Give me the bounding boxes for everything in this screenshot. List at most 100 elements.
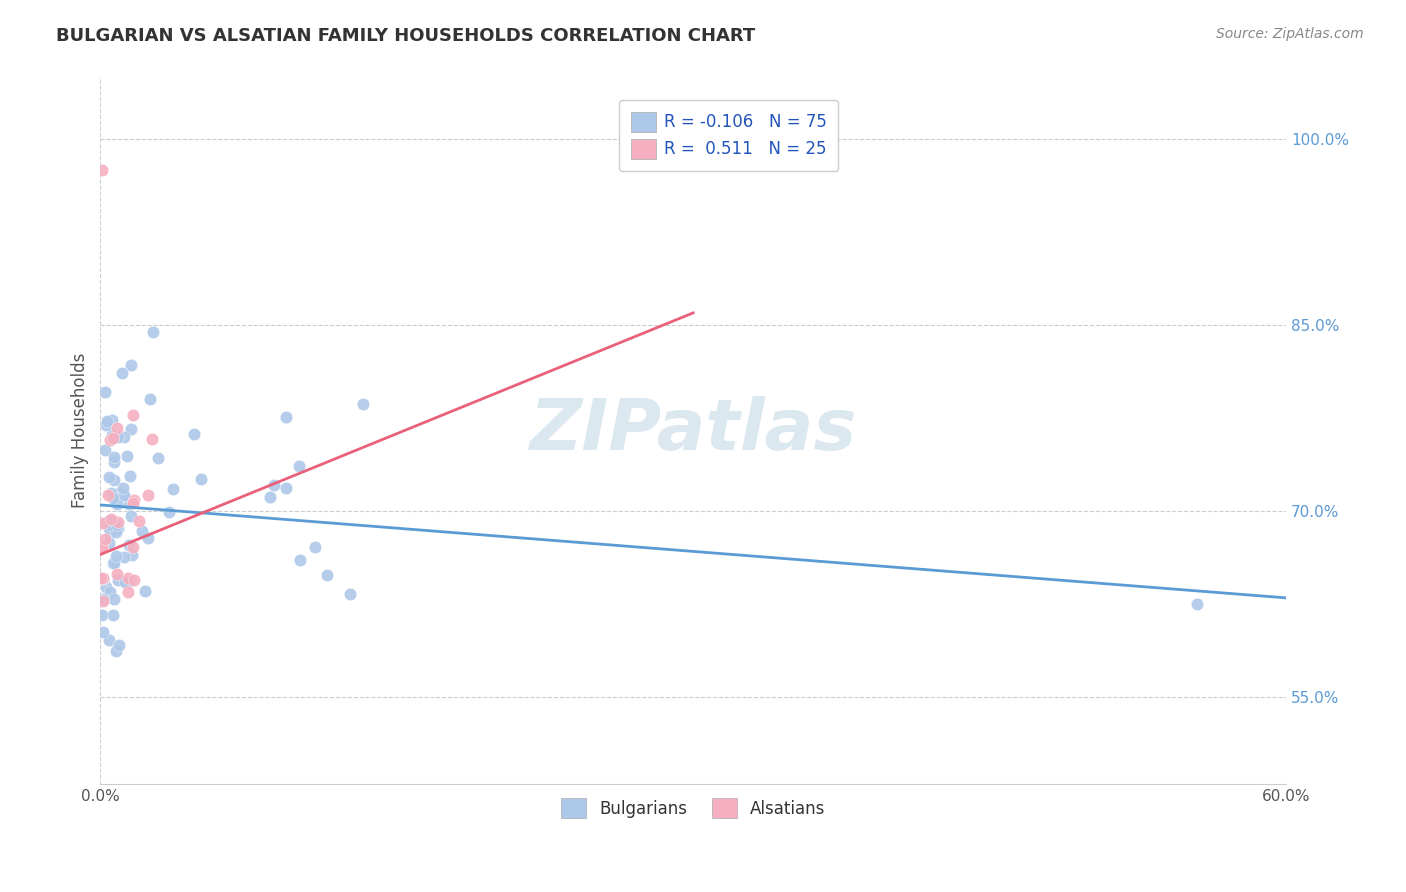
Point bbox=[101, 608, 124, 623]
Point bbox=[105, 566, 128, 581]
Point bbox=[134, 584, 156, 599]
Point bbox=[103, 473, 125, 487]
Point bbox=[183, 426, 205, 441]
Point bbox=[90, 571, 112, 585]
Text: Source: ZipAtlas.com: Source: ZipAtlas.com bbox=[1216, 27, 1364, 41]
Point bbox=[117, 449, 139, 463]
Point bbox=[259, 490, 281, 504]
Point bbox=[105, 525, 128, 540]
Point bbox=[104, 644, 127, 658]
Point bbox=[120, 468, 142, 483]
Point bbox=[190, 472, 212, 486]
Point bbox=[111, 481, 134, 495]
Point bbox=[98, 469, 121, 483]
Point bbox=[91, 571, 114, 585]
Point bbox=[103, 455, 125, 469]
Point bbox=[98, 517, 121, 532]
Point bbox=[107, 515, 129, 529]
Point bbox=[101, 491, 124, 505]
Point bbox=[98, 526, 121, 541]
Point bbox=[111, 489, 134, 503]
Point bbox=[107, 521, 129, 535]
Point bbox=[108, 638, 131, 652]
Point bbox=[114, 574, 136, 589]
Point bbox=[94, 443, 117, 458]
Point bbox=[124, 573, 146, 587]
Point bbox=[91, 572, 114, 586]
Point bbox=[93, 591, 115, 606]
Text: BULGARIAN VS ALSATIAN FAMILY HOUSEHOLDS CORRELATION CHART: BULGARIAN VS ALSATIAN FAMILY HOUSEHOLDS … bbox=[56, 27, 755, 45]
Point bbox=[105, 549, 128, 564]
Point bbox=[107, 430, 129, 444]
Point bbox=[112, 488, 135, 502]
Point bbox=[120, 509, 142, 524]
Point bbox=[142, 326, 165, 340]
Point bbox=[91, 540, 114, 554]
Point bbox=[101, 428, 124, 442]
Point bbox=[139, 392, 162, 407]
Point bbox=[122, 541, 145, 555]
Point bbox=[97, 536, 120, 550]
Y-axis label: Family Households: Family Households bbox=[72, 353, 89, 508]
Point bbox=[107, 574, 129, 588]
Point bbox=[352, 397, 374, 411]
Point bbox=[90, 607, 112, 622]
Point bbox=[100, 512, 122, 526]
Point bbox=[276, 409, 298, 424]
Point bbox=[136, 531, 159, 545]
Point bbox=[122, 493, 145, 508]
Point bbox=[112, 549, 135, 564]
Point bbox=[315, 568, 337, 582]
Point bbox=[96, 580, 118, 594]
Point bbox=[91, 625, 114, 640]
Point bbox=[96, 418, 118, 433]
Point bbox=[157, 505, 180, 519]
Point bbox=[97, 515, 120, 529]
Point bbox=[339, 587, 361, 601]
Point bbox=[103, 556, 125, 570]
Point bbox=[91, 516, 114, 530]
Point bbox=[1185, 597, 1208, 611]
Point bbox=[97, 488, 120, 502]
Point bbox=[101, 413, 124, 427]
Point bbox=[117, 571, 139, 585]
Point bbox=[94, 532, 117, 546]
Point bbox=[103, 592, 125, 607]
Point bbox=[146, 450, 169, 465]
Text: ZIPatlas: ZIPatlas bbox=[530, 396, 856, 465]
Point bbox=[91, 594, 114, 608]
Point bbox=[112, 430, 135, 444]
Point bbox=[120, 422, 142, 436]
Point bbox=[103, 450, 125, 465]
Point bbox=[98, 585, 121, 599]
Legend: Bulgarians, Alsatians: Bulgarians, Alsatians bbox=[554, 791, 832, 825]
Point bbox=[122, 408, 145, 422]
Point bbox=[91, 540, 114, 554]
Point bbox=[105, 421, 128, 435]
Point bbox=[105, 517, 128, 532]
Point bbox=[118, 538, 141, 552]
Point bbox=[105, 497, 128, 511]
Point bbox=[136, 488, 159, 502]
Point bbox=[141, 432, 163, 446]
Point bbox=[162, 482, 184, 496]
Point bbox=[128, 514, 150, 528]
Point bbox=[111, 366, 134, 380]
Point bbox=[131, 524, 153, 538]
Point bbox=[121, 548, 143, 562]
Point bbox=[100, 486, 122, 500]
Point bbox=[100, 434, 122, 448]
Point bbox=[290, 553, 312, 567]
Point bbox=[117, 584, 139, 599]
Point bbox=[101, 431, 124, 445]
Point bbox=[304, 540, 326, 554]
Point bbox=[122, 496, 145, 510]
Point bbox=[97, 521, 120, 535]
Point bbox=[287, 459, 309, 474]
Point bbox=[274, 481, 297, 495]
Point bbox=[120, 358, 142, 372]
Point bbox=[117, 574, 139, 589]
Point bbox=[117, 497, 139, 511]
Point bbox=[108, 486, 131, 500]
Point bbox=[263, 478, 285, 492]
